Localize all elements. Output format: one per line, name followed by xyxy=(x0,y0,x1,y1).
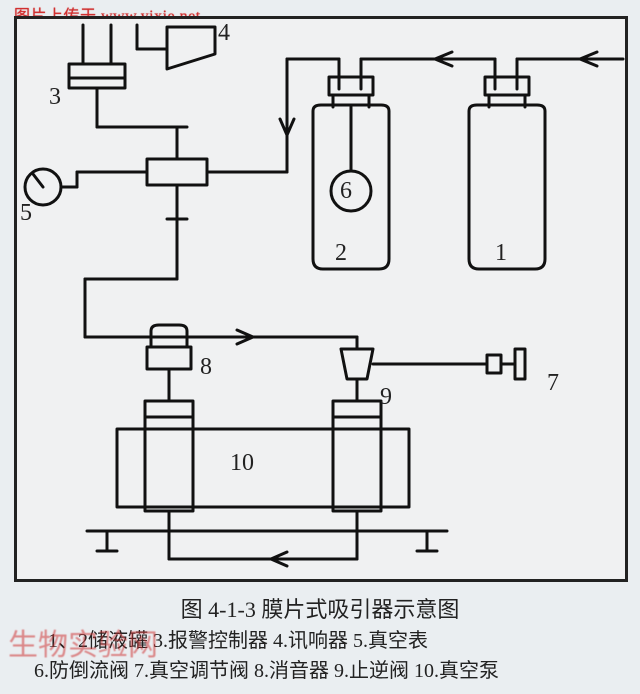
label-9: 9 xyxy=(380,384,392,411)
label-8: 8 xyxy=(200,354,212,381)
label-2: 2 xyxy=(335,240,347,267)
label-4: 4 xyxy=(218,20,230,47)
diagram-canvas: 图片上传于 www.yixie.net xyxy=(0,0,640,694)
label-7: 7 xyxy=(547,370,559,397)
legend-line-2: 6.防倒流阀 7.真空调节阀 8.消音器 9.止逆阀 10.真空泵 xyxy=(34,654,499,683)
schematic-svg xyxy=(17,19,625,579)
label-3: 3 xyxy=(49,84,61,111)
diagram-frame xyxy=(14,16,628,582)
label-6: 6 xyxy=(340,178,352,205)
legend-line-1: 1、2储液罐 3.报警控制器 4.讯响器 5.真空表 xyxy=(48,624,428,653)
label-5: 5 xyxy=(20,200,32,227)
label-1: 1 xyxy=(495,240,507,267)
figure-caption: 图 4-1-3 膜片式吸引器示意图 xyxy=(0,592,640,624)
label-10: 10 xyxy=(230,450,254,477)
